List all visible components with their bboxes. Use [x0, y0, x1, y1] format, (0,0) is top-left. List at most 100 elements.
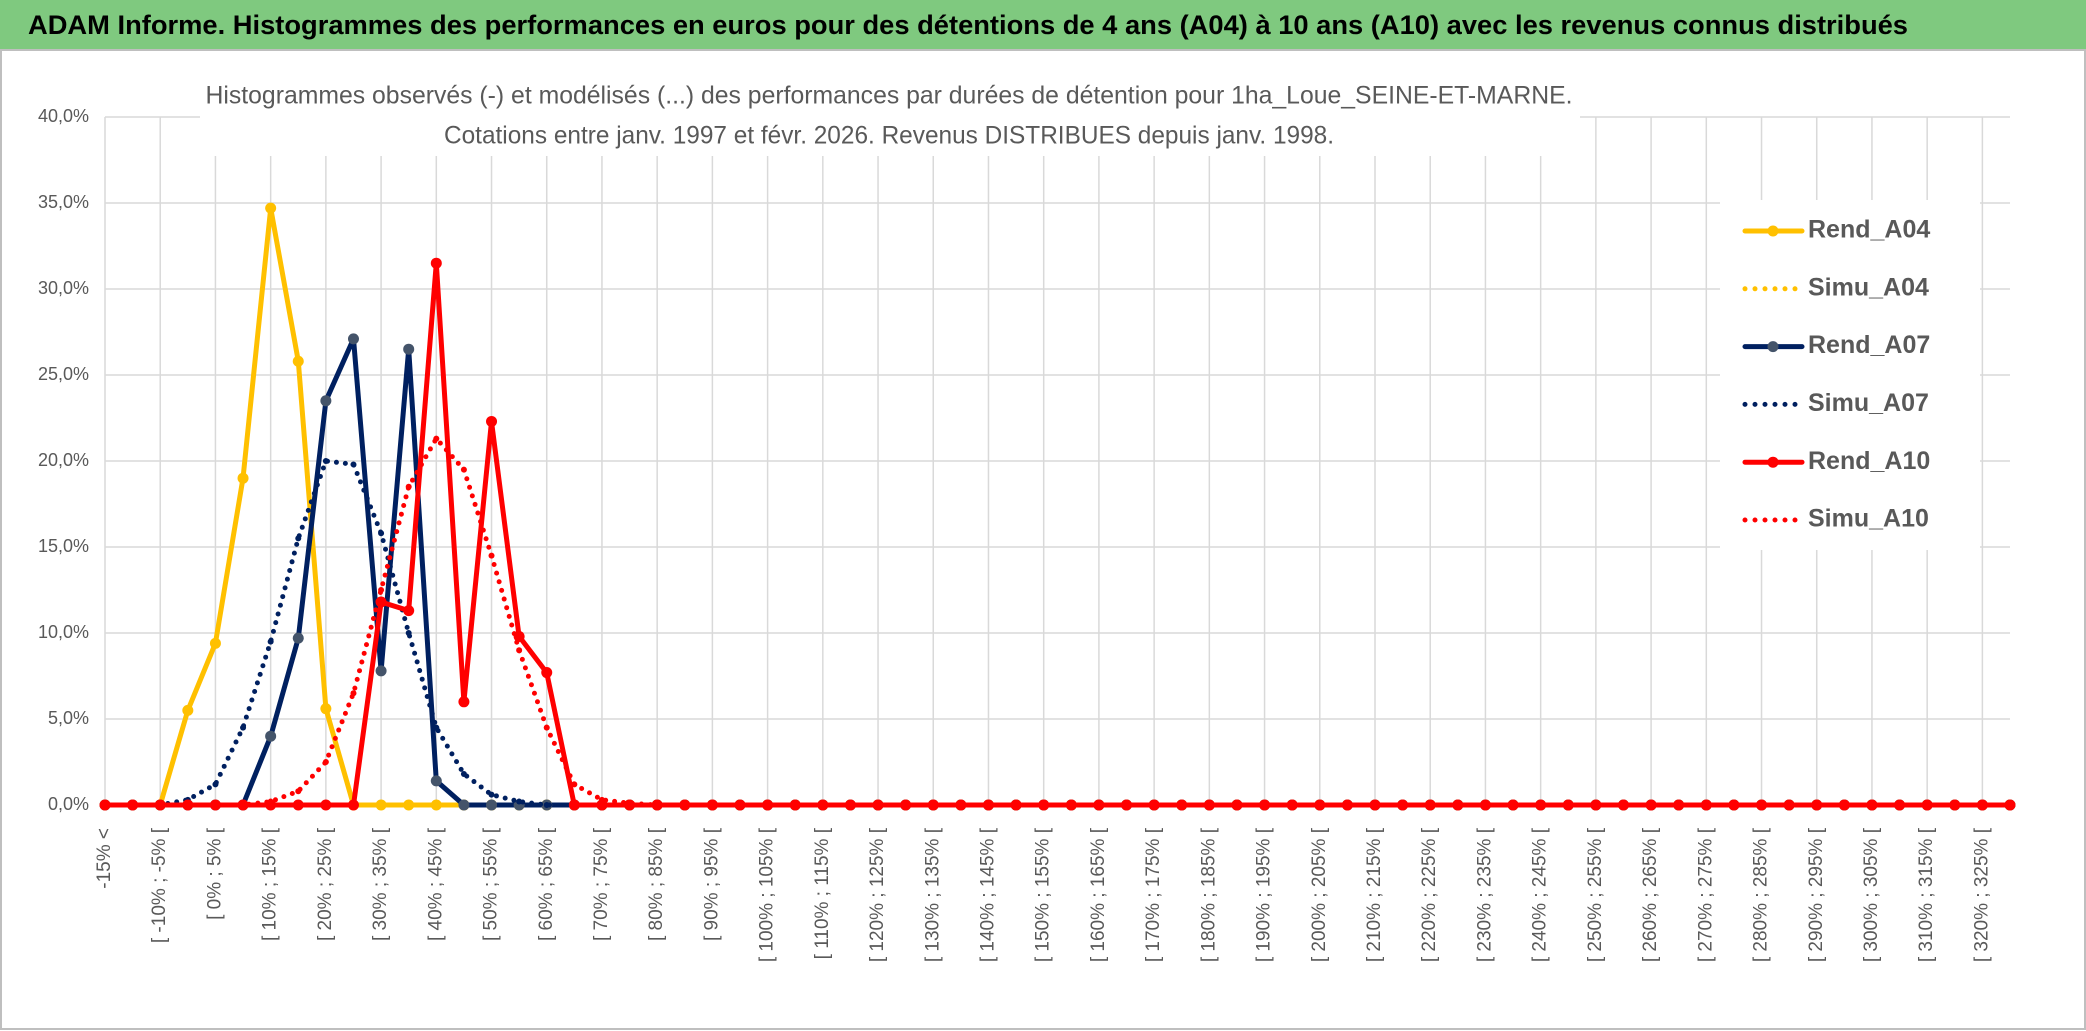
series-marker	[129, 802, 136, 808]
series-marker	[292, 799, 304, 811]
x-tick-label: [ 170% ; 175% [	[1143, 827, 1164, 962]
header-bar	[0, 0, 2086, 50]
series-marker	[322, 458, 329, 464]
chart-subtitle: Cotations entre janv. 1997 et févr. 2026…	[444, 122, 1334, 150]
x-tick-label: [ 190% ; 195% [	[1254, 827, 1275, 962]
series-marker	[433, 435, 440, 442]
x-tick-label: [ 30% ; 35% [	[370, 827, 391, 941]
x-tick-label: -15% <	[94, 828, 115, 889]
series-marker	[458, 799, 470, 811]
y-tick-label: 20,0%	[38, 450, 89, 470]
page-title: ADAM Informe. Histogrammes des performan…	[28, 10, 1908, 40]
legend-marker	[1767, 341, 1779, 353]
series-marker	[1427, 802, 1434, 808]
series-marker	[654, 802, 661, 808]
x-tick-label: [ 180% ; 185% [	[1198, 827, 1219, 962]
y-tick-label: 10,0%	[38, 622, 89, 642]
series-marker	[460, 771, 467, 778]
series-marker	[1896, 802, 1903, 808]
series-marker	[792, 802, 799, 808]
x-tick-label: [ 0% ; 5% [	[204, 827, 225, 920]
x-tick-label: [ 230% ; 235% [	[1474, 827, 1495, 962]
series-marker	[292, 355, 304, 367]
series-marker	[1648, 802, 1655, 808]
series-marker	[626, 800, 633, 807]
y-tick-label: 35,0%	[38, 192, 89, 212]
x-tick-label: [ 10% ; 15% [	[260, 827, 281, 941]
series-marker	[1316, 802, 1323, 808]
series-marker	[1399, 802, 1406, 808]
series-marker	[403, 605, 415, 617]
series-marker	[1233, 802, 1240, 808]
series-marker	[902, 802, 909, 808]
series-marker	[375, 665, 387, 677]
series-marker	[1151, 802, 1158, 808]
series-marker	[405, 630, 412, 636]
series-marker	[681, 802, 688, 808]
series-marker	[1289, 802, 1296, 808]
x-tick-label: [ 160% ; 165% [	[1088, 827, 1109, 962]
x-tick-label: [ 100% ; 105% [	[757, 827, 778, 962]
series-marker	[184, 802, 191, 808]
series-marker	[240, 724, 247, 731]
series-marker	[1868, 802, 1875, 808]
series-marker	[737, 802, 743, 808]
series-marker	[985, 802, 992, 808]
x-tick-label: [ 70% ; 75% [	[591, 827, 612, 941]
series-marker	[1013, 802, 1020, 808]
x-tick-label: [ 290% ; 295% [	[1806, 827, 1827, 962]
series-marker	[433, 724, 440, 731]
x-tick-label: [ 220% ; 225% [	[1419, 827, 1440, 962]
x-tick-label: [ 40% ; 45% [	[425, 827, 446, 941]
legend-label: Rend_A04	[1808, 216, 1930, 244]
series-marker	[430, 257, 442, 269]
series-marker	[237, 472, 249, 484]
x-tick-label: [ 210% ; 215% [	[1364, 827, 1385, 962]
series-marker	[322, 759, 329, 765]
series-marker	[1482, 802, 1489, 808]
series-marker	[1565, 802, 1572, 808]
series-marker	[568, 799, 580, 811]
series-marker	[1758, 802, 1765, 808]
series-marker	[516, 798, 523, 805]
y-tick-label: 0,0%	[48, 794, 89, 814]
x-tick-label: [ 270% ; 275% [	[1695, 827, 1716, 962]
series-marker	[486, 799, 498, 811]
x-tick-label: [ 90% ; 95% [	[701, 827, 722, 941]
series-marker	[1841, 802, 1848, 808]
series-marker	[320, 703, 332, 715]
y-tick-label: 30,0%	[38, 278, 89, 298]
x-tick-label: [ 60% ; 65% [	[536, 827, 557, 941]
series-marker	[1813, 802, 1820, 808]
series-marker	[460, 466, 467, 473]
series-marker	[1703, 802, 1710, 808]
series-marker	[764, 802, 771, 808]
series-marker	[403, 343, 415, 355]
series-marker	[1123, 802, 1130, 808]
series-marker	[182, 704, 194, 716]
x-tick-label: [ 240% ; 245% [	[1530, 827, 1551, 962]
x-tick-label: [ 150% ; 155% [	[1033, 827, 1054, 962]
y-tick-label: 25,0%	[38, 364, 89, 384]
legend-label: Simu_A04	[1808, 273, 1929, 301]
legend-background	[1720, 200, 1980, 550]
x-tick-label: [ 80% ; 85% [	[646, 827, 667, 941]
series-marker	[1510, 802, 1517, 808]
series-marker	[543, 802, 550, 808]
series-marker	[378, 802, 385, 808]
series-marker	[1592, 802, 1599, 808]
series-marker	[598, 796, 605, 803]
series-marker	[1730, 802, 1737, 808]
x-tick-label: [ 110% ; 115% [	[812, 827, 833, 959]
x-tick-label: [ 300% ; 305% [	[1861, 827, 1882, 962]
series-marker	[488, 552, 495, 559]
series-marker	[267, 798, 274, 805]
legend-label: Rend_A07	[1808, 331, 1930, 359]
series-marker	[292, 632, 304, 644]
series-marker	[347, 333, 359, 345]
series-marker	[1261, 802, 1268, 808]
chart-title: Histogrammes observés (-) et modélisés (…	[206, 82, 1573, 110]
x-tick-label: [ 50% ; 55% [	[481, 827, 502, 941]
series-marker	[209, 637, 221, 649]
